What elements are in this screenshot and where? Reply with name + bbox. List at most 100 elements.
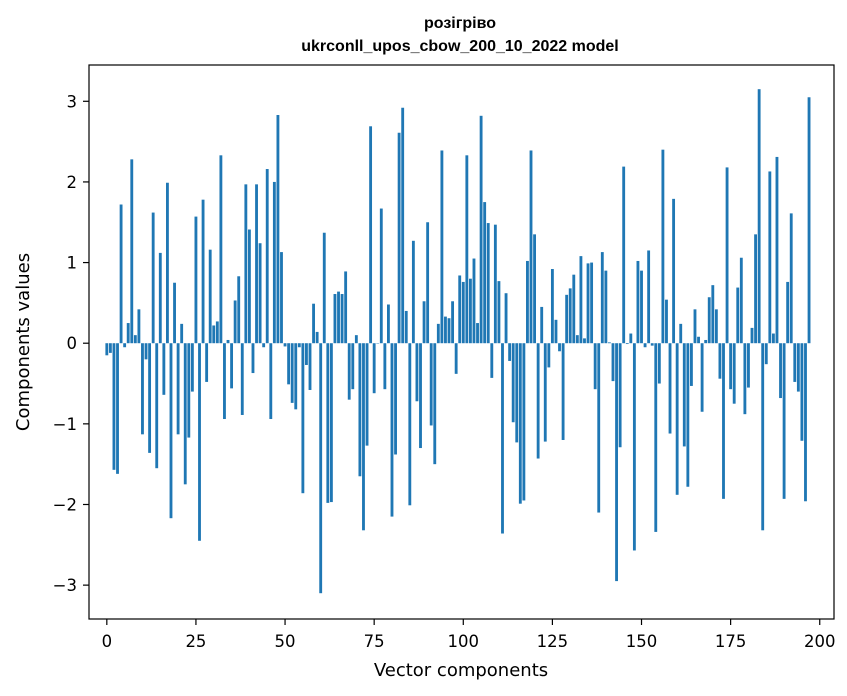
bar xyxy=(354,335,358,344)
bar xyxy=(458,275,462,344)
bar xyxy=(358,343,362,477)
chart-title: розігріво xyxy=(424,15,496,32)
bar xyxy=(461,281,465,344)
bar xyxy=(661,149,665,344)
bar xyxy=(401,107,405,344)
bar xyxy=(771,333,775,344)
bar xyxy=(497,281,501,344)
bar xyxy=(707,297,711,344)
y-tick-label: 1 xyxy=(67,254,78,273)
x-tick-label: 175 xyxy=(715,632,747,651)
bar xyxy=(290,343,294,403)
bar xyxy=(768,171,772,344)
bar xyxy=(158,252,162,344)
bar xyxy=(632,343,636,551)
bar xyxy=(558,343,561,352)
bar xyxy=(479,115,483,344)
bar xyxy=(351,343,355,390)
bar xyxy=(643,343,647,348)
bar xyxy=(554,319,558,344)
bar xyxy=(240,343,244,415)
bar xyxy=(804,343,807,502)
bar xyxy=(565,294,569,344)
bar xyxy=(390,343,394,517)
bar xyxy=(468,278,472,344)
bar xyxy=(426,222,430,344)
bar xyxy=(440,150,444,344)
bar xyxy=(312,303,315,344)
bar xyxy=(618,343,622,448)
bar xyxy=(711,285,715,344)
y-tick-label: 2 xyxy=(67,173,78,192)
bar xyxy=(337,291,340,344)
bar xyxy=(340,294,344,344)
bar xyxy=(173,282,176,344)
bar xyxy=(148,343,152,453)
bar xyxy=(190,343,194,392)
bar xyxy=(515,343,519,443)
bar xyxy=(394,343,397,455)
bar xyxy=(757,89,761,344)
bar xyxy=(387,304,390,344)
bar xyxy=(269,343,273,420)
bar xyxy=(465,155,469,344)
bar xyxy=(775,156,779,344)
bar xyxy=(747,343,750,388)
bar xyxy=(718,343,722,379)
bar xyxy=(397,132,401,344)
bar xyxy=(436,323,440,344)
x-axis-ticks: 0 25 50 75 100 125 150 175 200 xyxy=(102,619,835,651)
bar xyxy=(697,336,700,344)
bar xyxy=(347,343,351,400)
bar xyxy=(233,300,237,344)
bar xyxy=(276,115,280,344)
bar xyxy=(807,97,811,344)
bar xyxy=(126,323,130,344)
bar xyxy=(329,343,333,503)
bar xyxy=(739,257,743,344)
bar xyxy=(230,343,234,389)
bar xyxy=(600,252,604,344)
bar xyxy=(116,343,119,474)
bar xyxy=(657,343,661,384)
bar xyxy=(608,342,611,344)
y-tick-label: 0 xyxy=(67,334,78,353)
bar xyxy=(451,301,455,344)
bar xyxy=(483,202,487,344)
bar xyxy=(526,260,529,344)
bar xyxy=(529,150,533,344)
bar xyxy=(700,343,704,412)
bar xyxy=(540,306,544,344)
bar xyxy=(180,323,184,344)
bar xyxy=(636,260,640,344)
bar xyxy=(579,256,583,344)
bar xyxy=(208,249,212,344)
bar xyxy=(675,343,679,495)
bar xyxy=(572,274,576,344)
bar xyxy=(383,343,387,390)
bar xyxy=(743,343,747,415)
bar xyxy=(750,327,754,344)
bar xyxy=(486,223,490,344)
bar xyxy=(133,335,137,344)
bar xyxy=(518,343,522,504)
bar xyxy=(511,343,515,423)
bar xyxy=(119,204,123,344)
bar xyxy=(123,343,127,348)
bar xyxy=(166,182,169,344)
y-tick-label: −2 xyxy=(53,495,77,514)
bar xyxy=(704,339,708,344)
bar xyxy=(215,321,219,344)
bar xyxy=(404,310,408,344)
bar xyxy=(490,343,494,378)
bar xyxy=(205,343,209,382)
bar xyxy=(105,343,109,356)
bar xyxy=(408,343,412,506)
bar xyxy=(714,309,718,344)
x-tick-label: 75 xyxy=(364,632,385,651)
bar xyxy=(543,343,547,442)
bar xyxy=(522,343,526,501)
bar xyxy=(294,343,298,410)
bar xyxy=(593,343,597,390)
bar xyxy=(493,224,497,344)
